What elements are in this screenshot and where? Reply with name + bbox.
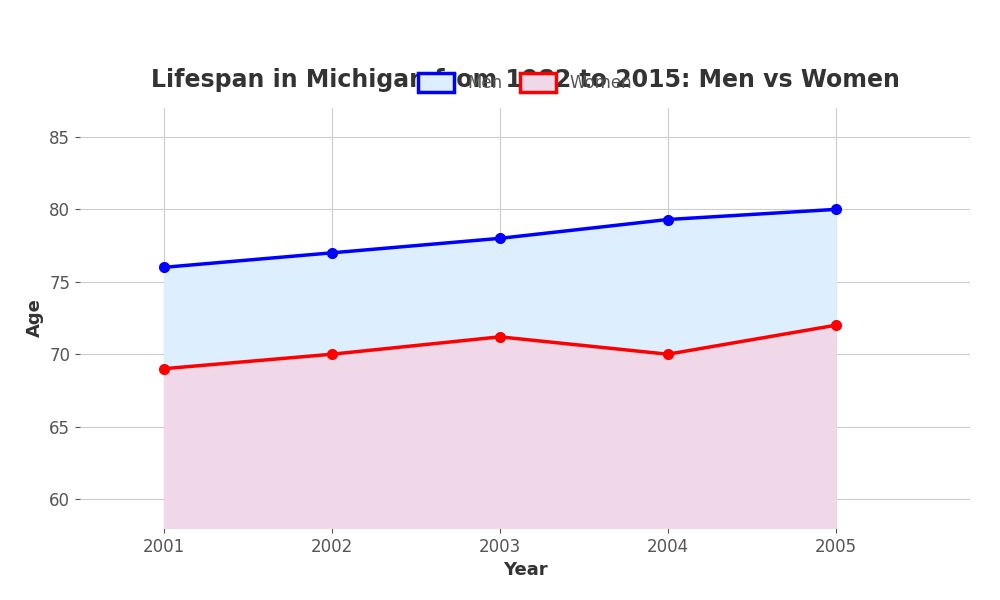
Title: Lifespan in Michigan from 1982 to 2015: Men vs Women: Lifespan in Michigan from 1982 to 2015: …	[151, 68, 899, 92]
Legend: Men, Women: Men, Women	[411, 66, 639, 98]
X-axis label: Year: Year	[503, 561, 547, 579]
Y-axis label: Age: Age	[26, 299, 44, 337]
